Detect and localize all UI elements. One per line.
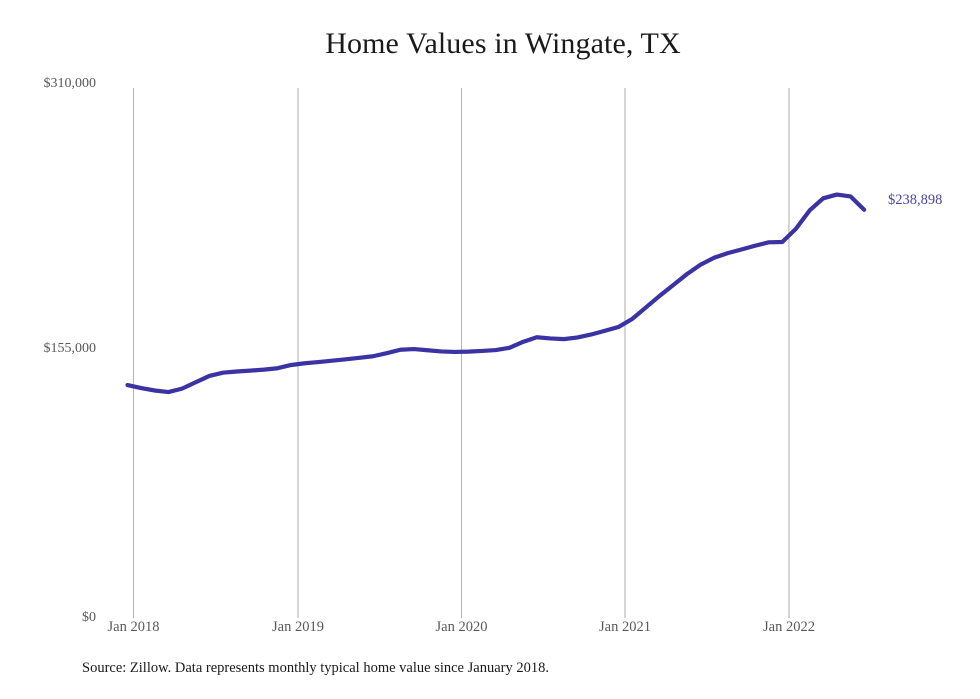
data-series-line xyxy=(125,192,867,395)
chart-title: Home Values in Wingate, TX xyxy=(325,27,681,60)
x-axis-tick-jan-2020: Jan 2020 xyxy=(435,619,488,635)
x-axis-tick-jan-2022: Jan 2022 xyxy=(763,619,815,635)
source-note: Source: Zillow. Data represents monthly … xyxy=(82,660,549,676)
x-axis-tick-jan-2018: Jan 2018 xyxy=(107,619,160,635)
x-axis-tick-jan-2021: Jan 2021 xyxy=(599,619,651,635)
x-axis-tick-jan-2019: Jan 2019 xyxy=(272,619,324,635)
gridlines xyxy=(132,88,790,618)
series-end-value-label: $238,898 xyxy=(888,192,943,208)
y-axis-tick-bottom: $0 xyxy=(82,610,96,625)
y-axis-tick-mid: $155,000 xyxy=(43,341,97,356)
y-axis-tick-top: $310,000 xyxy=(43,76,97,91)
